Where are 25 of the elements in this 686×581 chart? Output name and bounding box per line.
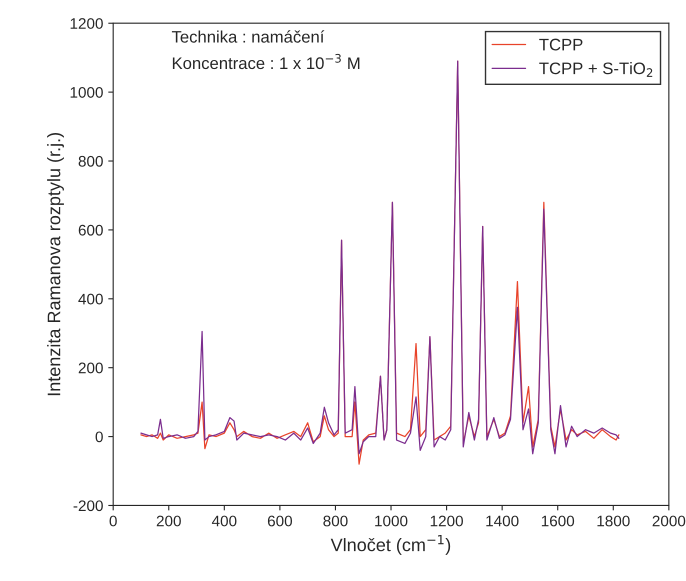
legend-label: TCPP + S-TiO$_{2}$ — [539, 62, 652, 77]
y-tick-label: -200 — [74, 500, 103, 512]
x-tick-label: 1400 — [486, 516, 519, 526]
x-tick-label: 600 — [268, 516, 292, 526]
y-tick-label: 400 — [78, 294, 103, 304]
x-tick-label: 1600 — [542, 516, 574, 526]
y-tick-label: 0 — [96, 431, 103, 442]
y-tick-label: 1000 — [70, 87, 103, 98]
annotation: Koncentrace : 1 x 10$^{−3}$ M — [172, 54, 360, 70]
x-tick-label: 800 — [323, 516, 348, 526]
legend-label: TCPP — [539, 38, 582, 50]
y-axis-title: Intenzita Ramanova rozptylu (r.j.) — [47, 133, 64, 396]
y-tick-label: 600 — [78, 224, 103, 236]
y-tick-label: 1200 — [70, 18, 103, 29]
x-tick-label: 1200 — [430, 516, 463, 526]
x-tick-label: 1000 — [375, 516, 408, 526]
x-tick-label: 2000 — [652, 516, 686, 526]
x-tick-label: 0 — [110, 516, 117, 526]
annotation: Technika : namáčení — [172, 30, 324, 43]
x-tick-label: 1800 — [597, 516, 630, 526]
y-tick-label: 800 — [78, 156, 103, 167]
x-axis-title: Vlnočet (cm$^{−1}$) — [330, 534, 450, 555]
x-tick-label: 400 — [212, 516, 236, 526]
x-tick-label: 200 — [156, 516, 181, 526]
y-tick-label: 200 — [78, 362, 103, 374]
